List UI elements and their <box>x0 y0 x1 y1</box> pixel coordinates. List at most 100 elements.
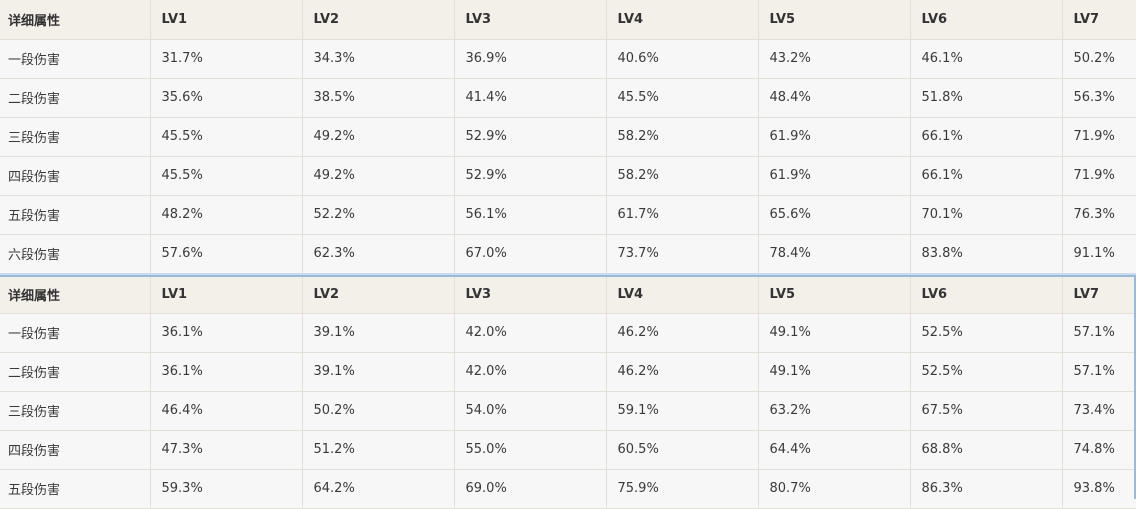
row-label-cell: 一段伤害 <box>0 313 151 353</box>
header-cell: LV7 <box>1062 0 1136 40</box>
value-cell: 64.4% <box>758 430 911 470</box>
header-cell: LV5 <box>758 276 911 314</box>
value-cell: 67.5% <box>910 391 1063 431</box>
value-cell: 71.9% <box>1062 156 1136 196</box>
value-cell: 51.2% <box>302 430 455 470</box>
table-row: 一段伤害 31.7% 34.3% 36.9% 40.6% 43.2% 46.1%… <box>0 39 1136 79</box>
row-label-cell: 五段伤害 <box>0 195 151 235</box>
row-label-cell: 三段伤害 <box>0 391 151 431</box>
value-cell: 67.0% <box>454 234 607 274</box>
value-cell: 36.1% <box>150 352 303 392</box>
header-cell: LV3 <box>454 276 607 314</box>
value-cell: 58.2% <box>606 156 759 196</box>
header-cell: LV4 <box>606 276 759 314</box>
table-row: 三段伤害 45.5% 49.2% 52.9% 58.2% 61.9% 66.1%… <box>0 117 1136 157</box>
value-cell: 80.7% <box>758 469 911 509</box>
value-cell: 56.1% <box>454 195 607 235</box>
row-label-cell: 二段伤害 <box>0 352 151 392</box>
header-cell: LV1 <box>150 276 303 314</box>
value-cell: 41.4% <box>454 78 607 118</box>
row-label-cell: 六段伤害 <box>0 234 151 274</box>
table-row: 五段伤害 48.2% 52.2% 56.1% 61.7% 65.6% 70.1%… <box>0 195 1136 235</box>
value-cell: 43.2% <box>758 39 911 79</box>
value-cell: 36.9% <box>454 39 607 79</box>
header-cell: LV6 <box>910 0 1063 40</box>
header-cell: LV2 <box>302 276 455 314</box>
table-header-row: 详细属性 LV1 LV2 LV3 LV4 LV5 LV6 LV7 <box>0 276 1136 314</box>
row-label-cell: 四段伤害 <box>0 156 151 196</box>
value-cell: 61.9% <box>758 156 911 196</box>
value-cell: 74.8% <box>1062 430 1136 470</box>
value-cell: 63.2% <box>758 391 911 431</box>
value-cell: 52.9% <box>454 156 607 196</box>
value-cell: 36.1% <box>150 313 303 353</box>
value-cell: 49.2% <box>302 156 455 196</box>
value-cell: 42.0% <box>454 313 607 353</box>
value-cell: 66.1% <box>910 156 1063 196</box>
value-cell: 76.3% <box>1062 195 1136 235</box>
table-row: 四段伤害 47.3% 51.2% 55.0% 60.5% 64.4% 68.8%… <box>0 430 1136 470</box>
value-cell: 73.7% <box>606 234 759 274</box>
value-cell: 59.1% <box>606 391 759 431</box>
value-cell: 51.8% <box>910 78 1063 118</box>
header-cell: LV3 <box>454 0 607 40</box>
value-cell: 56.3% <box>1062 78 1136 118</box>
table-header-row: 详细属性 LV1 LV2 LV3 LV4 LV5 LV6 LV7 <box>0 0 1136 40</box>
value-cell: 31.7% <box>150 39 303 79</box>
row-label-cell: 五段伤害 <box>0 469 151 509</box>
table-row: 一段伤害 36.1% 39.1% 42.0% 46.2% 49.1% 52.5%… <box>0 313 1136 353</box>
value-cell: 48.4% <box>758 78 911 118</box>
header-cell: LV2 <box>302 0 455 40</box>
value-cell: 46.1% <box>910 39 1063 79</box>
value-cell: 57.6% <box>150 234 303 274</box>
value-cell: 60.5% <box>606 430 759 470</box>
value-cell: 42.0% <box>454 352 607 392</box>
table-row: 二段伤害 36.1% 39.1% 42.0% 46.2% 49.1% 52.5%… <box>0 352 1136 392</box>
value-cell: 34.3% <box>302 39 455 79</box>
value-cell: 49.2% <box>302 117 455 157</box>
row-label-cell: 一段伤害 <box>0 39 151 79</box>
header-cell: 详细属性 <box>0 0 151 40</box>
value-cell: 46.2% <box>606 352 759 392</box>
value-cell: 59.3% <box>150 469 303 509</box>
header-cell: LV1 <box>150 0 303 40</box>
table-row: 四段伤害 45.5% 49.2% 52.9% 58.2% 61.9% 66.1%… <box>0 156 1136 196</box>
value-cell: 39.1% <box>302 352 455 392</box>
value-cell: 58.2% <box>606 117 759 157</box>
table-row: 三段伤害 46.4% 50.2% 54.0% 59.1% 63.2% 67.5%… <box>0 391 1136 431</box>
value-cell: 65.6% <box>758 195 911 235</box>
value-cell: 61.9% <box>758 117 911 157</box>
header-cell: 详细属性 <box>0 276 151 314</box>
value-cell: 83.8% <box>910 234 1063 274</box>
value-cell: 52.5% <box>910 352 1063 392</box>
value-cell: 40.6% <box>606 39 759 79</box>
value-cell: 93.8% <box>1062 469 1136 509</box>
value-cell: 70.1% <box>910 195 1063 235</box>
value-cell: 75.9% <box>606 469 759 509</box>
value-cell: 71.9% <box>1062 117 1136 157</box>
value-cell: 62.3% <box>302 234 455 274</box>
value-cell: 39.1% <box>302 313 455 353</box>
value-cell: 52.2% <box>302 195 455 235</box>
value-cell: 35.6% <box>150 78 303 118</box>
value-cell: 57.1% <box>1062 352 1136 392</box>
value-cell: 68.8% <box>910 430 1063 470</box>
value-cell: 86.3% <box>910 469 1063 509</box>
header-cell: LV4 <box>606 0 759 40</box>
value-cell: 48.2% <box>150 195 303 235</box>
value-cell: 69.0% <box>454 469 607 509</box>
value-cell: 64.2% <box>302 469 455 509</box>
header-cell: LV5 <box>758 0 911 40</box>
value-cell: 91.1% <box>1062 234 1136 274</box>
value-cell: 46.4% <box>150 391 303 431</box>
value-cell: 61.7% <box>606 195 759 235</box>
value-cell: 46.2% <box>606 313 759 353</box>
value-cell: 50.2% <box>302 391 455 431</box>
table-row: 五段伤害 59.3% 64.2% 69.0% 75.9% 80.7% 86.3%… <box>0 469 1136 509</box>
value-cell: 78.4% <box>758 234 911 274</box>
value-cell: 45.5% <box>606 78 759 118</box>
value-cell: 49.1% <box>758 313 911 353</box>
value-cell: 38.5% <box>302 78 455 118</box>
value-cell: 66.1% <box>910 117 1063 157</box>
table-row: 二段伤害 35.6% 38.5% 41.4% 45.5% 48.4% 51.8%… <box>0 78 1136 118</box>
